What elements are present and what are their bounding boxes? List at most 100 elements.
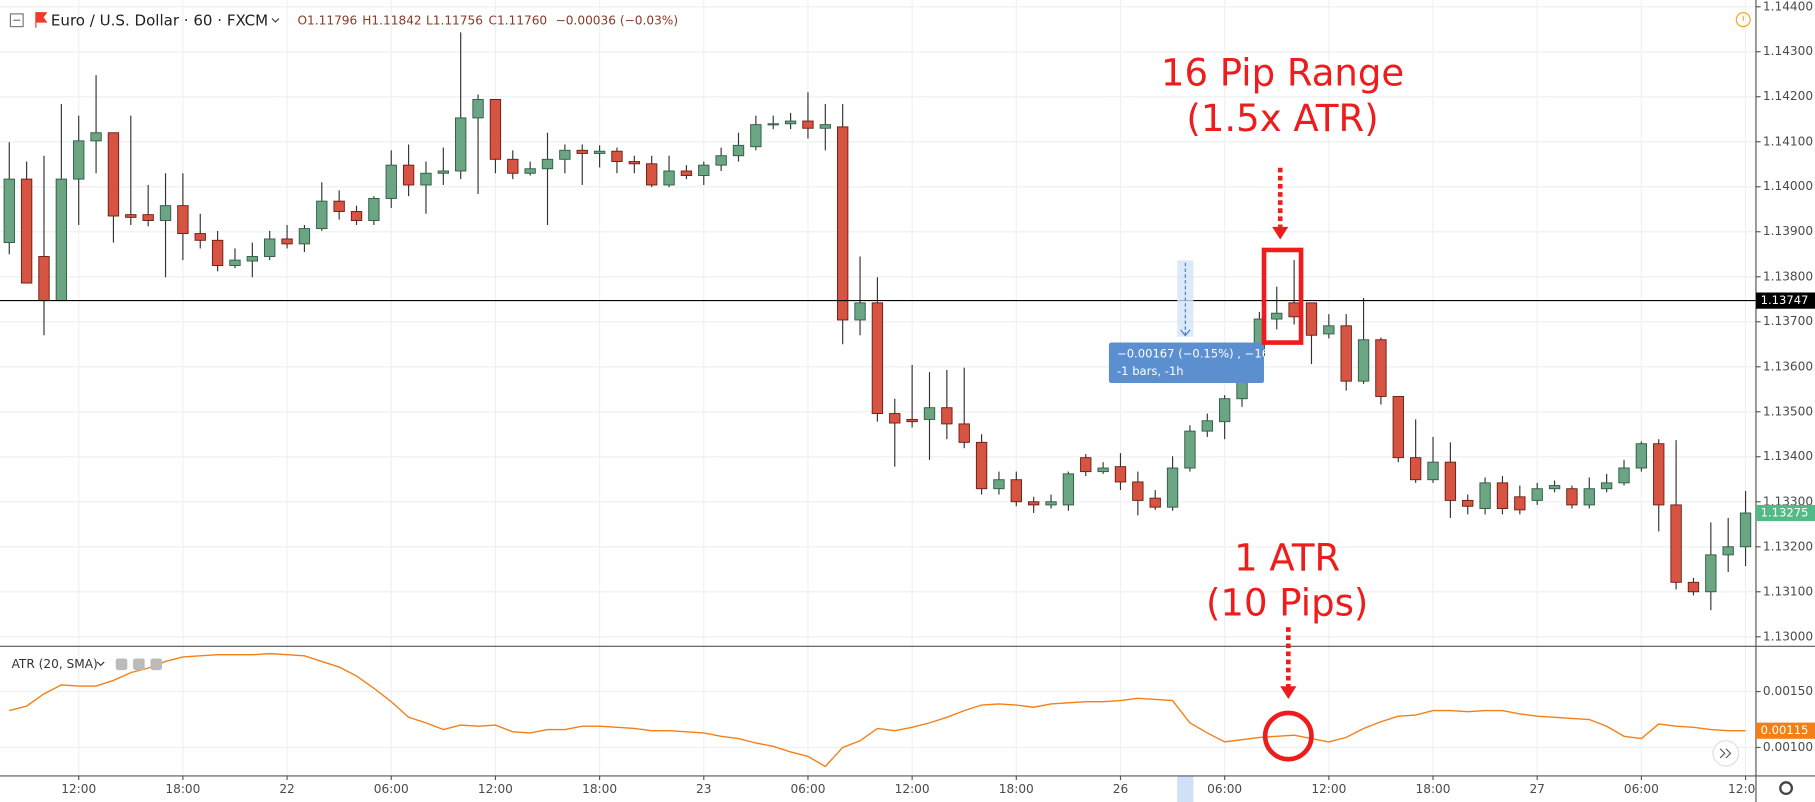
candle-body	[1392, 395, 1404, 459]
symbol-title[interactable]: Euro / U.S. Dollar · 60 · FXCM	[51, 11, 268, 29]
candle-body	[576, 149, 588, 154]
candle-body	[1027, 501, 1040, 506]
candle-body	[385, 164, 397, 199]
candle-body	[368, 197, 380, 221]
candle-body	[1062, 473, 1075, 506]
y-tick-label: 1.13500	[1763, 404, 1813, 418]
candle-body	[1080, 457, 1092, 473]
candle-body	[281, 238, 293, 245]
candle-body	[107, 132, 120, 217]
crosshair-price-label-box	[1755, 292, 1815, 309]
candle-body	[1114, 466, 1127, 483]
x-tick-label: 26	[1113, 782, 1128, 796]
indicator-line	[9, 652, 1746, 768]
last-price-label: 1.13275	[1761, 506, 1809, 520]
candle-body	[975, 441, 988, 490]
candle-body	[1323, 325, 1335, 335]
settings-button[interactable]	[1779, 781, 1794, 796]
candle-body	[38, 256, 50, 302]
candle-body	[1427, 461, 1439, 481]
legend-settings-button[interactable]	[133, 658, 145, 671]
candle-body	[316, 200, 328, 230]
candle-body	[73, 140, 85, 180]
candle-body	[1340, 325, 1352, 382]
candle-body	[211, 239, 224, 266]
candle-body	[1375, 339, 1387, 397]
candle-body	[611, 150, 623, 163]
candle-body	[1045, 501, 1057, 506]
x-tick-label: 06:00	[1207, 782, 1242, 796]
x-tick-label: 06:00	[790, 782, 825, 796]
candle-body	[680, 170, 693, 176]
candle-body	[1687, 581, 1700, 593]
last-value-box	[1755, 722, 1815, 739]
candle-body	[1166, 467, 1179, 508]
annotation-circle	[1262, 710, 1314, 762]
scroll-button[interactable]	[1712, 740, 1740, 767]
annotation: 1 ATR	[1234, 537, 1340, 580]
annotation-arrowhead	[1280, 686, 1297, 700]
candle-body	[1653, 443, 1665, 506]
candle-body	[333, 200, 345, 212]
candle-body	[489, 98, 502, 160]
last-price-label-box	[1755, 504, 1815, 522]
candle-body	[264, 238, 276, 257]
measure-text: -1 bars, -1h	[1117, 364, 1184, 378]
candle-body	[3, 178, 15, 244]
candle-body	[871, 302, 884, 415]
candle-body	[837, 126, 849, 321]
candle-body	[1409, 457, 1422, 481]
candle-body	[90, 132, 102, 142]
candle-body	[1357, 339, 1370, 382]
legend-chevron[interactable]	[96, 661, 105, 667]
legend-remove-button[interactable]	[150, 658, 163, 671]
candle-body	[194, 233, 206, 241]
x-tick-label: 06:00	[1624, 782, 1659, 796]
ohlc-low: L1.11756	[426, 13, 483, 27]
scroll-icon	[1719, 748, 1732, 759]
candle-body	[889, 413, 901, 424]
candle-body	[55, 178, 68, 302]
candle-body	[1531, 488, 1543, 501]
candle-body	[1288, 302, 1300, 318]
measure-text: −0.00167 (−0.15%) , −16.7	[1117, 347, 1280, 361]
candle-body	[507, 158, 519, 174]
y-tick-label: 1.13300	[1763, 494, 1813, 508]
candle-body	[906, 418, 918, 423]
candle-body	[593, 150, 606, 154]
candle-body	[1010, 479, 1022, 503]
annotation: (10 Pips)	[1206, 582, 1368, 625]
candle-body	[802, 120, 814, 129]
candle-body	[229, 259, 241, 266]
candle-body	[1514, 496, 1526, 511]
symbol-chevron[interactable]	[271, 18, 280, 23]
candle-body	[1305, 302, 1318, 336]
warning-icon[interactable]	[1735, 12, 1751, 28]
candle-body	[750, 124, 762, 148]
indicator-legend[interactable]: ATR (20, SMA)	[12, 657, 98, 671]
candle-body	[767, 123, 779, 126]
y-tick-label: 1.13100	[1763, 584, 1813, 598]
candle-body	[854, 302, 866, 321]
candle-body	[958, 423, 970, 443]
candle-body	[1496, 482, 1509, 509]
candle-body	[1271, 312, 1283, 320]
legend-eye-button[interactable]	[115, 658, 128, 671]
candle-body	[1739, 512, 1752, 548]
candle-body	[402, 164, 415, 186]
x-tick-label: 12:00	[1728, 782, 1763, 796]
candle-body	[1184, 430, 1196, 469]
x-tick-label: 22	[279, 782, 294, 796]
candle-body	[732, 144, 745, 157]
candle-body	[1705, 554, 1717, 593]
candle-body	[350, 211, 363, 221]
candle-body	[177, 205, 189, 235]
collapse-button[interactable]	[9, 13, 24, 28]
candle-body	[993, 479, 1005, 490]
ohlc-change: −0.00036 (−0.03%)	[556, 13, 678, 27]
candle-body	[298, 228, 311, 245]
x-tick-label: 18:00	[1416, 782, 1451, 796]
y-tick-label: 1.13800	[1763, 269, 1813, 283]
